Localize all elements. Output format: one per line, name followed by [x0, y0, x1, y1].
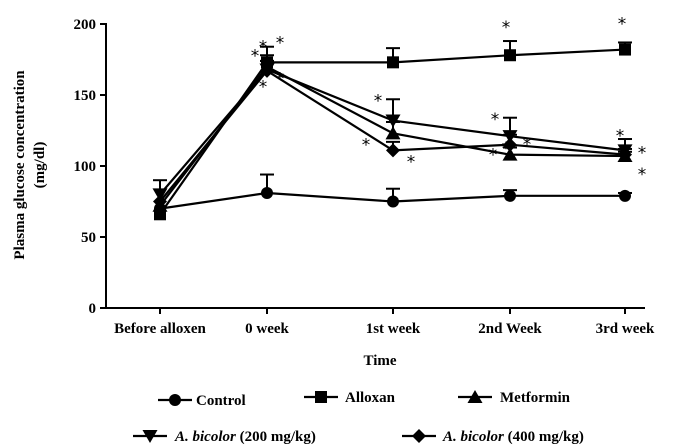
x-tick-label: 3rd week	[596, 321, 655, 337]
significance-star: *	[523, 135, 532, 155]
significance-markers: * ***** ****** *****	[251, 15, 647, 185]
significance-star: *	[407, 152, 416, 172]
legend-item-3: Metformin	[458, 390, 571, 406]
y-axis-title-line2: (mg/dl)	[32, 142, 48, 189]
legend-label: A. bicolor (400 mg/kg)	[442, 429, 584, 445]
significance-star: *	[259, 77, 268, 97]
x-axis-ticks: Before alloxen 0 week 1st week 2nd Week 3rd …	[114, 308, 655, 337]
data-point	[502, 147, 518, 161]
y-tick-label: 100	[74, 159, 97, 175]
significance-star: *	[502, 18, 511, 38]
x-tick-label: 1st week	[366, 321, 421, 337]
legend-label-species: A. bicolor	[174, 429, 236, 445]
significance-star: *	[638, 143, 647, 163]
data-point	[504, 49, 516, 62]
data-point	[385, 126, 401, 140]
legend-label-dose: (200 mg/kg)	[236, 429, 316, 445]
legend-item-4: A. bicolor (200 mg/kg)	[133, 429, 316, 445]
y-axis-title-line1: Plasma glucose concentration	[12, 70, 28, 260]
y-axis-ticks: 0 50 100 150 200	[74, 17, 106, 317]
data-point	[387, 56, 399, 69]
significance-star: *	[638, 165, 647, 185]
significance-star: *	[259, 37, 268, 57]
data-point	[386, 143, 400, 158]
significance-star: *	[276, 33, 285, 53]
y-tick-label: 50	[81, 230, 96, 246]
axes	[105, 23, 645, 309]
legend-item-2: Alloxan	[304, 390, 396, 406]
x-tick-label: Before alloxen	[114, 321, 206, 337]
x-axis-title: Time	[363, 353, 396, 369]
significance-star: *	[362, 135, 371, 155]
legend-marker	[412, 429, 426, 443]
legend-item-1: Control	[158, 393, 246, 409]
series-1	[154, 173, 632, 215]
y-tick-label: 0	[89, 301, 97, 317]
data-point	[619, 43, 631, 56]
legend-marker	[315, 391, 327, 403]
significance-star: *	[489, 146, 498, 166]
significance-star: *	[502, 139, 511, 159]
data-point	[504, 189, 516, 202]
significance-star: *	[276, 69, 285, 89]
x-tick-label: 2nd Week	[478, 321, 542, 337]
significance-star: *	[374, 92, 383, 112]
series-4	[152, 59, 633, 202]
data-point	[387, 195, 399, 208]
significance-star: *	[616, 126, 625, 146]
x-tick-label: 0 week	[245, 321, 289, 337]
significance-star: *	[251, 46, 260, 66]
legend-label: A. bicolor (200 mg/kg)	[174, 429, 316, 445]
significance-star: *	[491, 110, 500, 130]
y-tick-label: 200	[74, 17, 97, 33]
data-point	[153, 194, 167, 209]
data-point	[503, 137, 517, 152]
series-layer	[152, 40, 633, 221]
data-point	[619, 189, 631, 202]
data-point	[261, 186, 273, 199]
data-point	[385, 114, 401, 128]
significance-star: *	[618, 15, 627, 35]
legend-item-5: A. bicolor (400 mg/kg)	[402, 429, 584, 445]
legend-label: Alloxan	[345, 390, 396, 406]
data-point	[260, 63, 274, 78]
legend-label-species: A. bicolor	[442, 429, 504, 445]
legend-label: Control	[196, 393, 246, 409]
legend-marker	[467, 390, 483, 403]
data-point	[618, 147, 632, 162]
legend-marker	[142, 430, 158, 443]
series-5	[153, 59, 632, 209]
legend-marker	[169, 394, 181, 406]
legend-label: Metformin	[500, 390, 571, 406]
legend: Control Alloxan Metformin A. bicolor (200 m…	[133, 390, 584, 445]
legend-label-dose: (400 mg/kg)	[504, 429, 584, 445]
y-tick-label: 150	[74, 88, 97, 104]
